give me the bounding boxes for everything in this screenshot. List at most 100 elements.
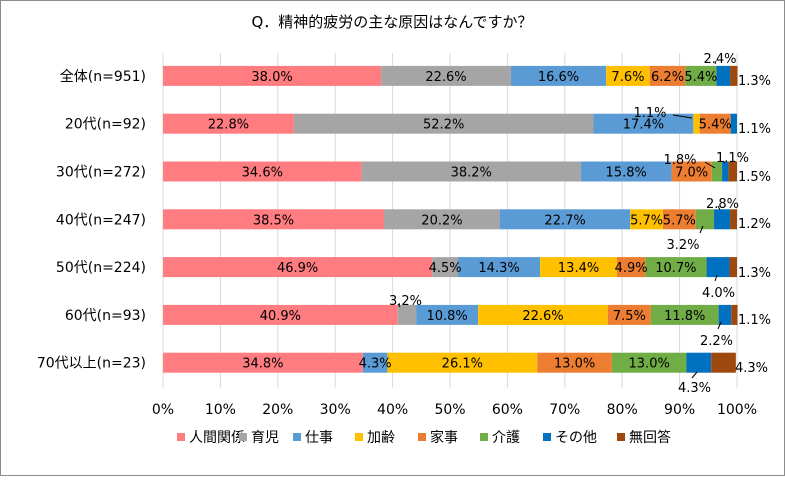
bar-segment (630, 209, 663, 230)
bar-segment (607, 304, 651, 325)
bar-segment (611, 352, 687, 373)
data-label: 34.8% (242, 357, 283, 372)
data-label: 5.4% (699, 118, 732, 133)
data-label: 22.6% (425, 70, 466, 85)
legend-label: 家事 (430, 429, 458, 446)
label-layer: 38.0% 22.6% 16.6% 7.6% 6.2% 5.4%2.4%1.3%22.8%… (208, 52, 771, 396)
x-tick-label: 40% (377, 402, 408, 418)
data-label: 1.1% (738, 313, 771, 328)
bar-segment (706, 257, 730, 278)
data-label: 5.7% (630, 213, 663, 228)
legend-swatch (239, 433, 247, 441)
bar-segment (722, 161, 729, 182)
bar-segment (478, 304, 608, 325)
data-label: 3.2% (666, 238, 699, 253)
bar-segment (163, 161, 362, 182)
bar-segment (163, 65, 382, 86)
bar-layer (163, 65, 738, 373)
x-tick-label: 100% (717, 402, 757, 418)
legend-label: 人間関係 (189, 430, 245, 446)
bar-segment (716, 65, 731, 86)
legend-label: 育児 (251, 430, 279, 446)
data-label: 4.3% (359, 357, 392, 372)
bar-segment (685, 65, 717, 86)
bar-segment (730, 209, 737, 230)
bar-segment (537, 352, 612, 373)
leader-line (714, 274, 718, 282)
bar-segment (645, 257, 707, 278)
bar-segment (540, 257, 618, 278)
data-label: 13.0% (554, 357, 595, 372)
category-label: 70代以上(n=23) (37, 356, 146, 372)
data-label: 17.4% (623, 118, 664, 133)
bar-segment (649, 65, 686, 86)
data-label: 1.5% (738, 170, 771, 185)
leader-line (717, 321, 722, 330)
bar-segment (416, 304, 479, 325)
bar-segment (593, 113, 694, 134)
data-label: 34.6% (242, 166, 283, 181)
data-label: 20.2% (421, 213, 462, 228)
bar-segment (711, 161, 723, 182)
bar-segment (718, 304, 732, 325)
leader-line (722, 160, 726, 164)
legend-label: その他 (555, 430, 597, 446)
category-label: 40代(n=247) (56, 212, 146, 228)
data-label: 2.8% (706, 197, 739, 212)
category-label: 30代(n=272) (56, 165, 146, 181)
x-tick-label: 0% (152, 402, 174, 418)
data-label: 38.0% (251, 70, 292, 85)
data-label: 1.1% (633, 106, 666, 121)
legend-label: 仕事 (305, 430, 333, 446)
data-label: 11.8% (664, 309, 705, 324)
data-label: 4.3% (735, 361, 768, 376)
bar-segment (606, 65, 650, 86)
leader-line (699, 225, 704, 234)
leader-line (397, 303, 401, 308)
data-label: 2.2% (700, 334, 733, 349)
bar-segment (671, 161, 712, 182)
data-label: 4.0% (702, 286, 735, 301)
bar-segment (163, 257, 433, 278)
leader-line (714, 60, 717, 65)
data-label: 1.1% (738, 122, 771, 137)
data-label: 1.3% (738, 74, 771, 89)
bar-segment (714, 209, 731, 230)
x-tick-label: 80% (607, 402, 638, 418)
data-label: 3.2% (389, 294, 422, 309)
data-label: 1.8% (663, 153, 696, 168)
bar-segment (686, 352, 712, 373)
leader-line (717, 205, 721, 211)
data-label: 22.7% (544, 213, 585, 228)
bar-segment (617, 257, 646, 278)
legend-swatch (480, 433, 488, 441)
data-label: 4.9% (615, 261, 648, 276)
data-label: 38.5% (253, 213, 294, 228)
data-label: 7.6% (611, 70, 644, 85)
legend-label: 介護 (492, 430, 520, 446)
bar-segment (730, 113, 737, 134)
bar-segment (662, 209, 696, 230)
bar-segment (729, 257, 737, 278)
leader-line (704, 161, 716, 169)
data-label: 46.9% (277, 261, 318, 276)
data-label: 4.3% (678, 381, 711, 396)
data-label: 1.2% (738, 217, 771, 232)
legend-swatch (418, 433, 426, 441)
data-label: 5.4% (684, 70, 717, 85)
bar-segment (458, 257, 541, 278)
leader-line (691, 371, 698, 379)
bar-segment (650, 304, 719, 325)
x-tick-label: 10% (205, 402, 236, 418)
x-tick-label: 90% (664, 402, 695, 418)
legend-swatch (617, 433, 625, 441)
bar-segment (711, 352, 736, 373)
x-tick-label: 30% (320, 402, 351, 418)
data-label: 52.2% (423, 118, 464, 133)
x-tick-label: 50% (434, 402, 465, 418)
data-label: 38.2% (451, 166, 492, 181)
data-label: 22.8% (208, 118, 249, 133)
data-label: 4.5% (429, 261, 462, 276)
